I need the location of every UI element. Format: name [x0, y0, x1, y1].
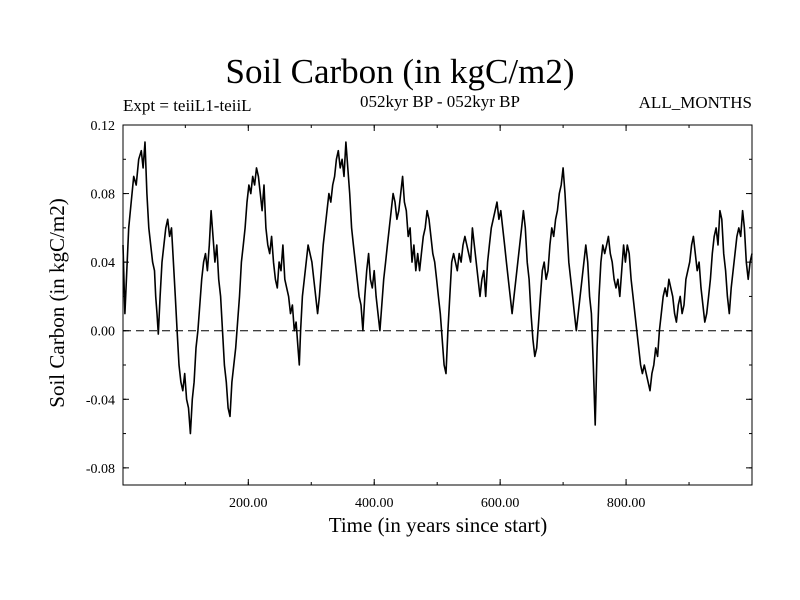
y-axis-label: Soil Carbon (in kgC/m2) [45, 198, 69, 408]
period-subtitle: 052kyr BP - 052kyr BP [360, 92, 520, 111]
y-tick-label: 0.08 [91, 188, 116, 203]
y-tick-label: 0.00 [91, 325, 116, 340]
y-tick-label: -0.08 [86, 462, 115, 477]
x-tick-label: 800.00 [607, 496, 646, 511]
y-tick-label: 0.12 [91, 119, 116, 134]
x-tick-label: 400.00 [355, 496, 394, 511]
y-tick-label: -0.04 [86, 393, 115, 408]
experiment-label: Expt = teiiL1-teiiL [123, 96, 252, 115]
plot-frame [122, 124, 753, 486]
y-tick-label: 0.04 [91, 256, 116, 271]
months-label: ALL_MONTHS [638, 93, 752, 112]
chart-title: Soil Carbon (in kgC/m2) [225, 52, 575, 91]
x-axis-label: Time (in years since start) [328, 513, 548, 537]
x-tick-label: 200.00 [229, 496, 268, 511]
soil-carbon-series-line [122, 141, 753, 435]
x-tick-label: 600.00 [481, 496, 520, 511]
